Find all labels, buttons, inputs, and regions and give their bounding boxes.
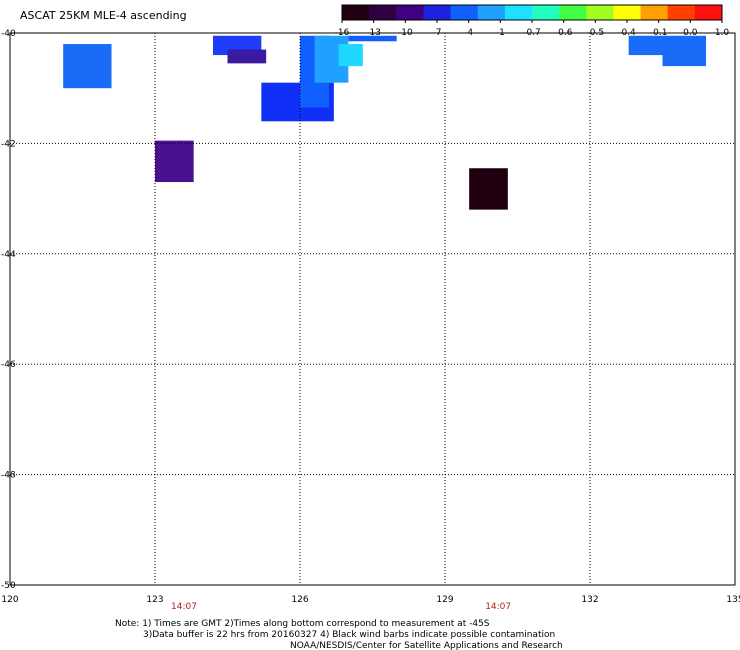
grid-lines (10, 33, 735, 585)
data-cell (338, 44, 363, 67)
note-line-3: NOAA/NESDIS/Center for Satellite Applica… (290, 641, 563, 650)
data-cell (662, 49, 706, 67)
y-tick-label: -50 (1, 581, 16, 591)
colorbar-swatch (559, 5, 587, 20)
data-cell (469, 168, 508, 210)
colorbar-swatch (640, 5, 669, 20)
plot-frame (9, 32, 736, 586)
colorbar-swatch (586, 5, 614, 20)
y-tick-label: -46 (1, 360, 16, 370)
x-tick-label: 135 (726, 595, 740, 605)
data-cell (155, 140, 194, 183)
x-tick-label: 126 (291, 595, 308, 605)
note-line-1: Note: 1) Times are GMT 2)Times along bot… (115, 619, 490, 629)
colorbar-swatch (504, 5, 533, 20)
data-cell (348, 35, 397, 42)
x-tick-label: 120 (1, 595, 18, 605)
colorbar-swatch (477, 5, 506, 20)
y-tick-label: -42 (1, 139, 16, 149)
map-title: ASCAT 25KM MLE-4 ascending (20, 9, 187, 22)
data-cell (227, 49, 267, 64)
axis-ticks: 120 123 126 129 132 135 -40 -42 -44 -46 -48 -50 (1, 29, 740, 605)
time-labels: 14:07 14:07 (171, 602, 511, 612)
colorbar-swatch (423, 5, 452, 20)
y-tick-label: -44 (1, 250, 16, 260)
colorbar-swatch (667, 5, 696, 20)
x-tick-label: 129 (436, 595, 453, 605)
x-tick-label: 132 (581, 595, 598, 605)
data-cell (63, 44, 112, 89)
y-tick-label: -48 (1, 471, 16, 481)
colorbar-swatch (369, 5, 397, 20)
colorbar-swatch (342, 5, 370, 20)
x-tick-label: 123 (146, 595, 163, 605)
data-cells (63, 35, 706, 210)
colorbar-swatch (450, 5, 479, 20)
y-tick-label: -40 (1, 29, 16, 39)
colorbar-swatch (532, 5, 560, 20)
time-label: 14:07 (171, 602, 197, 612)
note-line-2: 3)Data buffer is 22 hrs from 20160327 4)… (143, 630, 555, 640)
colorbar-swatch (396, 5, 424, 20)
colorbar-swatch (613, 5, 642, 20)
colorbar-swatch (694, 5, 723, 20)
time-label: 14:07 (485, 602, 511, 612)
